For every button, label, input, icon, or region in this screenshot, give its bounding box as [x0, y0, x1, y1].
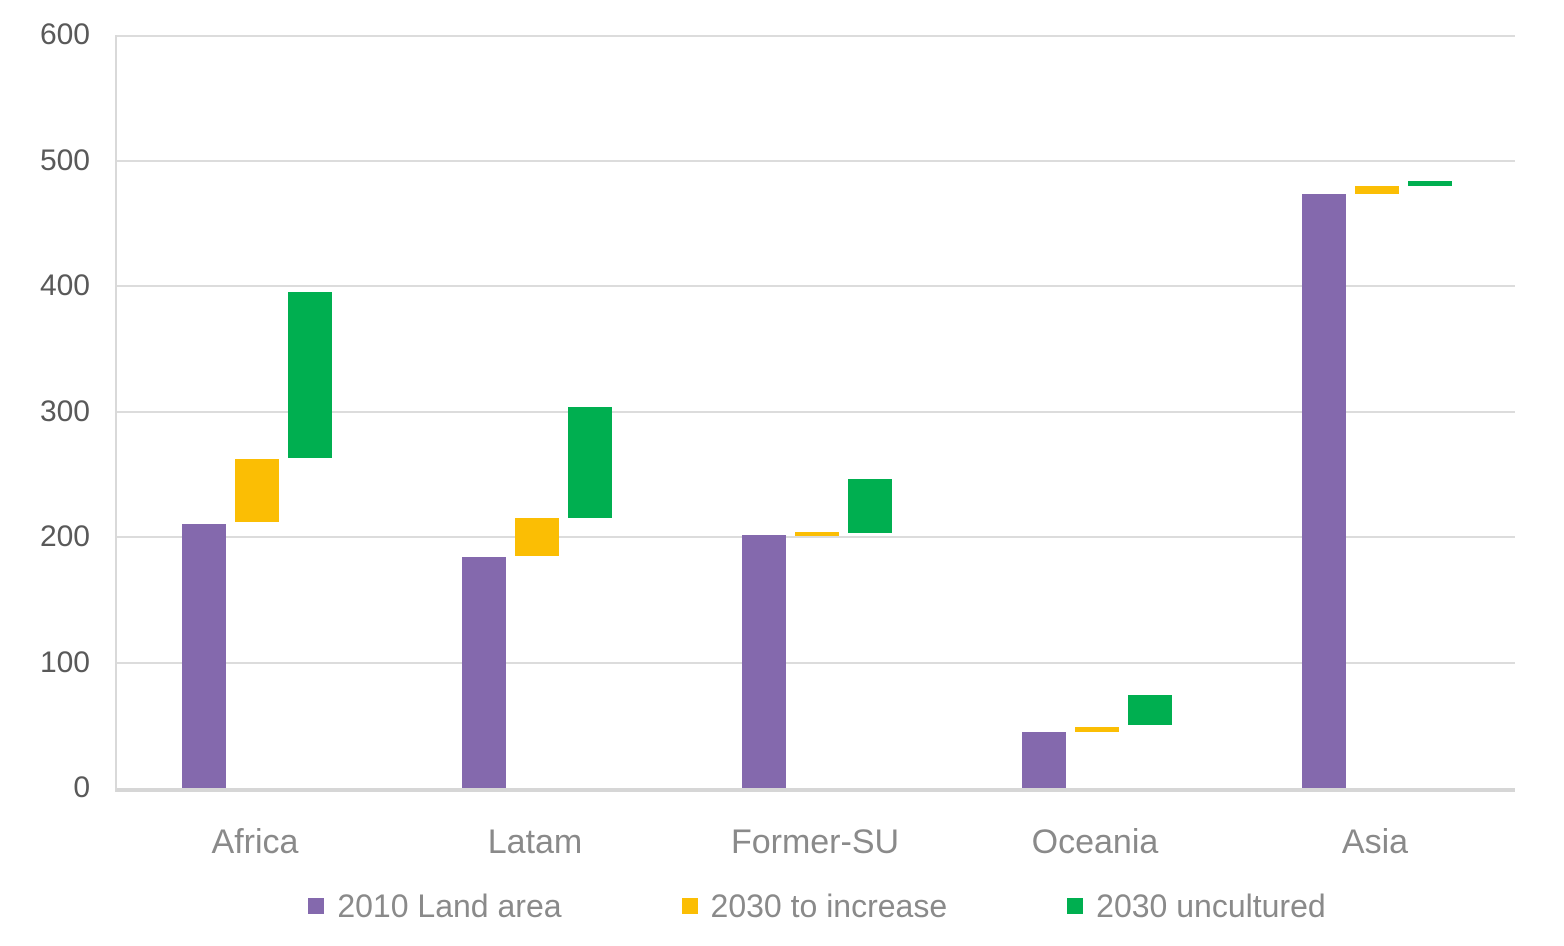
- bar-2030-to-increase-africa: [235, 459, 279, 522]
- legend-label: 2030 uncultured: [1096, 887, 1326, 924]
- legend-marker-2010-land-area-icon: [308, 898, 325, 914]
- gridline: [117, 661, 1515, 664]
- legend: 2010 Land area 2030 to increase 2030 uncul…: [0, 880, 1564, 932]
- gridline: [117, 536, 1515, 538]
- bar-2010-land-area-former-su: [742, 534, 786, 788]
- bar-2030-to-increase-former-su: [795, 532, 839, 536]
- y-axis: 0 100 200 300 400 500 600: [0, 0, 92, 946]
- bar-2010-land-area-oceania: [1022, 731, 1066, 788]
- x-axis-category-label: Africa: [211, 823, 299, 861]
- gridline: [117, 159, 1515, 162]
- gridline: [117, 285, 1515, 287]
- legend-item-2030-to-increase: 2030 to increase: [681, 887, 948, 925]
- y-axis-tick-label: 0: [73, 771, 90, 804]
- gridline: [117, 35, 1515, 37]
- bar-2030-uncultured-latam: [568, 406, 612, 519]
- legend-item-2010-land-area: 2010 Land area: [308, 887, 562, 925]
- bar-2010-land-area-africa: [182, 524, 226, 788]
- x-axis-category-label: Former-SU: [730, 823, 900, 861]
- y-axis-tick-label: 100: [39, 645, 90, 679]
- bar-2030-uncultured-asia: [1408, 180, 1452, 186]
- x-axis-category-label: Latam: [487, 823, 583, 861]
- bar-2010-land-area-asia: [1302, 194, 1346, 788]
- bar-2030-to-increase-asia: [1355, 185, 1399, 195]
- y-axis-tick-label: 400: [39, 269, 90, 302]
- bar-2030-uncultured-oceania: [1128, 695, 1172, 726]
- gridline: [117, 410, 1515, 413]
- y-axis-tick-label: 500: [39, 143, 90, 177]
- bar-2030-uncultured-africa: [288, 292, 332, 458]
- legend-marker-2030-to-increase-icon: [681, 898, 698, 914]
- legend-label: 2010 Land area: [337, 887, 562, 924]
- y-axis-tick-label: 300: [39, 394, 90, 428]
- x-axis-category-label: Asia: [1341, 823, 1409, 861]
- x-axis-category-label: Oceania: [1031, 823, 1159, 861]
- bar-2030-uncultured-former-su: [848, 479, 892, 534]
- bar-2030-to-increase-latam: [515, 518, 559, 556]
- legend-marker-2030-uncultured-icon: [1067, 898, 1084, 914]
- bar-2030-to-increase-oceania: [1075, 726, 1119, 732]
- legend-label: 2030 to increase: [710, 887, 948, 924]
- y-axis-tick-label: 600: [39, 18, 90, 51]
- legend-item-2030-uncultured: 2030 uncultured: [1067, 888, 1326, 925]
- y-axis-tick-label: 200: [39, 520, 90, 553]
- plot-area: [115, 35, 1515, 792]
- bar-2010-land-area-latam: [462, 557, 506, 788]
- x-axis-labels: Africa Latam Former-SU Oceania Asia: [0, 818, 1564, 866]
